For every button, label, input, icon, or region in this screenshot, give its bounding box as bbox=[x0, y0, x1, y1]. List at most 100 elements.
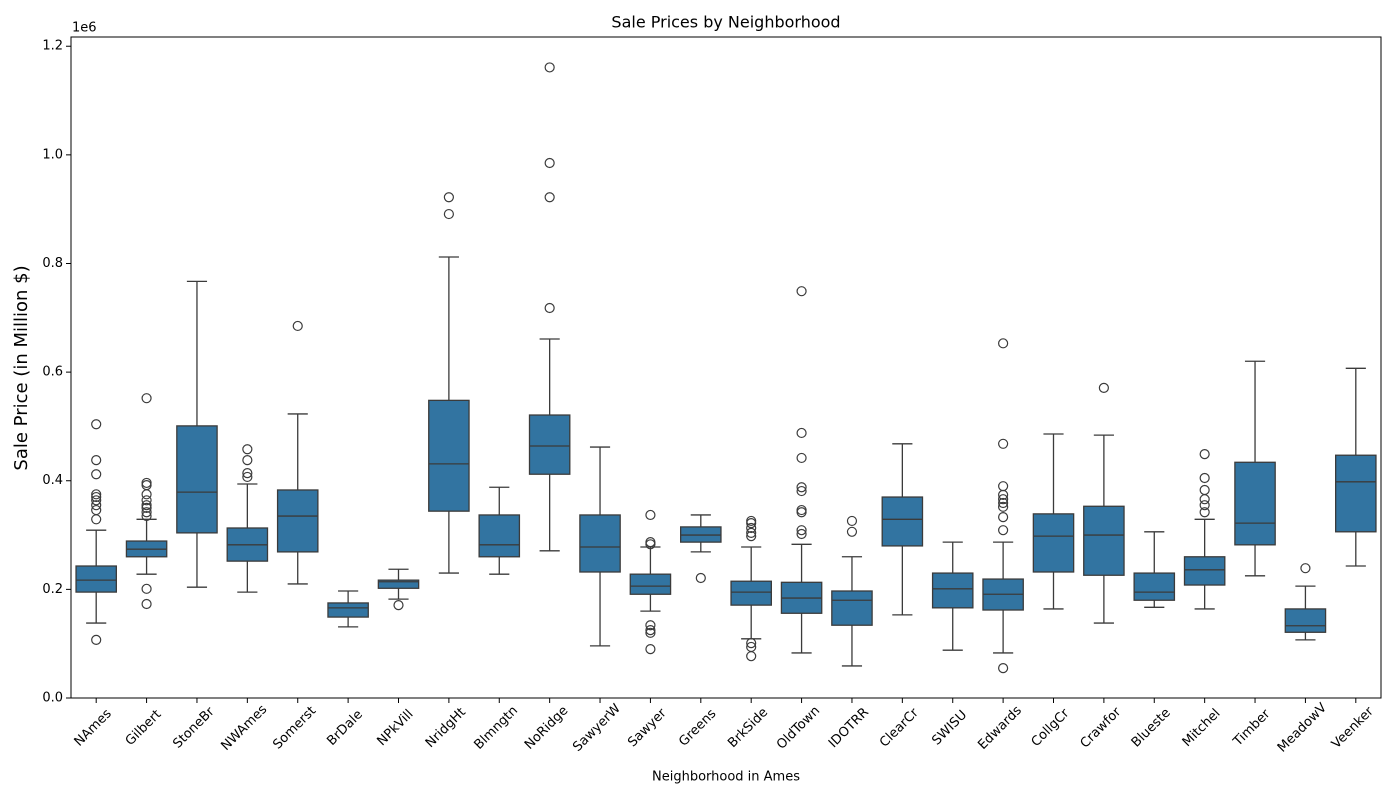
y-tick-label: 0.4 bbox=[42, 473, 63, 488]
outlier bbox=[1199, 500, 1210, 511]
whisker-high bbox=[86, 529, 107, 567]
x-tick-label: BrkSide bbox=[725, 705, 771, 751]
outlier bbox=[544, 302, 555, 314]
y-tick-label: 0.2 bbox=[42, 582, 63, 597]
outlier bbox=[443, 208, 454, 220]
whisker-high bbox=[1194, 518, 1215, 557]
outlier bbox=[645, 537, 656, 548]
outlier bbox=[91, 504, 102, 516]
whisker-high bbox=[438, 256, 459, 401]
x-tick-label: Mitchel bbox=[1180, 706, 1224, 750]
outlier bbox=[292, 320, 303, 332]
x-tick-label: Sawyer bbox=[625, 705, 670, 750]
whisker-low bbox=[1144, 600, 1165, 608]
whisker-low bbox=[237, 561, 258, 593]
whisker-low bbox=[1093, 575, 1114, 624]
outlier bbox=[1300, 563, 1311, 574]
x-tick-label: OldTown bbox=[774, 703, 823, 752]
outlier bbox=[746, 527, 757, 538]
outlier bbox=[91, 469, 102, 480]
outlier bbox=[141, 598, 152, 610]
whisker-low bbox=[1295, 632, 1316, 641]
outlier bbox=[1199, 472, 1210, 484]
box bbox=[528, 414, 571, 475]
outlier bbox=[998, 338, 1009, 349]
outlier bbox=[796, 286, 807, 297]
whisker-high bbox=[539, 338, 560, 416]
outlier bbox=[1199, 494, 1210, 505]
whisker-low bbox=[186, 532, 208, 588]
outlier bbox=[998, 501, 1009, 512]
whisker-low bbox=[741, 605, 762, 640]
box bbox=[1183, 556, 1226, 586]
whisker-high bbox=[1043, 433, 1064, 514]
whisker-high bbox=[1093, 434, 1114, 507]
outlier bbox=[998, 497, 1009, 509]
whisker-high bbox=[1345, 367, 1366, 456]
outlier bbox=[746, 522, 757, 534]
whisker-high bbox=[287, 413, 308, 490]
whisker-high bbox=[338, 590, 359, 603]
whisker-high bbox=[640, 546, 661, 575]
y-axis-label: Sale Price (in Million $) bbox=[11, 265, 32, 470]
outlier bbox=[141, 479, 152, 491]
box bbox=[1133, 572, 1176, 601]
outlier bbox=[796, 482, 807, 493]
box bbox=[730, 580, 772, 606]
outlier bbox=[91, 491, 102, 503]
outlier bbox=[242, 444, 253, 455]
box bbox=[1083, 505, 1125, 576]
whisker-low bbox=[539, 474, 560, 552]
x-tick-label: Somerst bbox=[270, 704, 319, 753]
whisker-low bbox=[1194, 585, 1215, 610]
outlier bbox=[91, 419, 102, 430]
whisker-low bbox=[438, 511, 459, 574]
whisker-high bbox=[1295, 585, 1316, 609]
box bbox=[478, 514, 521, 558]
x-tick-label: NPkVill bbox=[374, 707, 416, 749]
outlier bbox=[746, 531, 757, 542]
whisker-high bbox=[942, 541, 963, 574]
x-tick-label: SWISU bbox=[929, 708, 970, 749]
x-tick-label: NridgHt bbox=[423, 705, 469, 751]
outlier bbox=[242, 468, 253, 479]
outlier bbox=[141, 495, 152, 506]
outlier bbox=[796, 525, 807, 536]
x-tick-label: Veenker bbox=[1329, 704, 1377, 752]
outlier bbox=[141, 510, 152, 522]
outlier bbox=[544, 157, 555, 169]
y-tick-label: 1.0 bbox=[42, 147, 63, 162]
outlier bbox=[645, 644, 656, 655]
whisker-high bbox=[136, 518, 157, 542]
outlier bbox=[141, 477, 152, 489]
outlier bbox=[998, 525, 1009, 536]
outlier bbox=[544, 192, 555, 203]
whisker-high bbox=[791, 543, 812, 583]
x-tick-label: Greens bbox=[676, 706, 719, 749]
outlier bbox=[998, 438, 1009, 449]
x-tick-label: Edwards bbox=[975, 703, 1025, 753]
box bbox=[579, 514, 621, 573]
outlier bbox=[746, 515, 757, 527]
whisker-low bbox=[841, 625, 863, 667]
whisker-high bbox=[1244, 360, 1266, 463]
box bbox=[1335, 454, 1377, 533]
whisker-high bbox=[489, 486, 510, 515]
outlier bbox=[141, 507, 152, 518]
whisker-low bbox=[287, 551, 308, 585]
outlier bbox=[645, 627, 656, 638]
x-tick-label: StoneBr bbox=[170, 704, 218, 752]
outlier bbox=[796, 507, 807, 518]
outlier bbox=[746, 638, 757, 649]
outlier bbox=[645, 620, 656, 631]
x-tick-label: Crawfor bbox=[1078, 704, 1125, 751]
whisker-low bbox=[690, 542, 711, 553]
whisker-high bbox=[690, 514, 711, 527]
whisker-low bbox=[640, 594, 661, 612]
outlier bbox=[141, 583, 152, 594]
outlier bbox=[998, 481, 1009, 492]
outlier bbox=[998, 494, 1009, 505]
chart-title: Sale Prices by Neighborhood bbox=[611, 13, 840, 32]
outlier bbox=[1199, 507, 1210, 518]
